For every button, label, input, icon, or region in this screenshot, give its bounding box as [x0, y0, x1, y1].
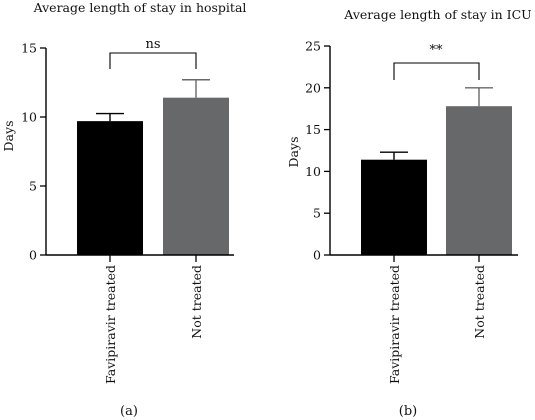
panel-a-sig-label: ns — [145, 37, 160, 52]
panel-a-errorbars — [96, 79, 210, 122]
panel-a-bars — [77, 97, 229, 256]
panel-b-bars — [361, 106, 512, 255]
panel-b-yticks: 0 5 10 15 20 25 — [305, 39, 330, 263]
panel-a-ytick-label: 5 — [29, 179, 37, 194]
panel-a-ytick-label: 0 — [29, 248, 37, 263]
panel-b-xtick-label: Not treated — [472, 265, 487, 339]
panel-b-sig-bracket — [393, 62, 480, 80]
panel-b: Average length of stay in ICU Days 0 5 10 1… — [286, 7, 532, 419]
panel-b-xticks: Favipiravir treated Not treated — [387, 255, 487, 384]
panel-a-yticks: 0 5 10 15 — [21, 41, 46, 263]
panel-a-significance: ns — [109, 37, 197, 69]
panel-b-bar — [446, 106, 512, 255]
panel-a-bar — [77, 121, 143, 255]
panel-b-label: (b) — [399, 404, 417, 419]
panel-b-ytick-label: 0 — [313, 248, 321, 263]
panel-b-errorbars — [380, 87, 493, 160]
panel-b-ytick-label: 20 — [305, 80, 321, 95]
panel-b-ytick-label: 10 — [305, 164, 321, 179]
panel-a-ytick-label: 10 — [21, 110, 37, 125]
panel-b-ytick-label: 5 — [313, 206, 321, 221]
panel-a-sig-bracket — [109, 52, 197, 69]
panel-b-bar — [361, 159, 427, 255]
panel-a-ytick-label: 15 — [21, 41, 37, 56]
panel-a-xtick-label: Not treated — [189, 265, 204, 339]
panel-b-ytick-label: 15 — [305, 122, 321, 137]
panel-a-xtick-label: Favipiravir treated — [103, 265, 118, 384]
panel-b-significance: ** — [393, 43, 480, 80]
panel-a-ylabel: Days — [1, 121, 16, 152]
panel-a-xticks: Favipiravir treated Not treated — [103, 255, 204, 384]
panel-a-title: Average length of stay in hospital — [33, 0, 247, 15]
panel-a: Average length of stay in hospital Days … — [1, 0, 246, 419]
panel-a-label: (a) — [120, 404, 138, 419]
panel-a-bar — [163, 97, 229, 256]
panel-b-xtick-label: Favipiravir treated — [387, 265, 402, 384]
panel-b-title: Average length of stay in ICU — [343, 7, 531, 22]
panel-b-ytick-label: 25 — [305, 39, 321, 54]
panel-b-ylabel: Days — [286, 137, 301, 168]
panel-b-sig-label: ** — [430, 43, 444, 58]
